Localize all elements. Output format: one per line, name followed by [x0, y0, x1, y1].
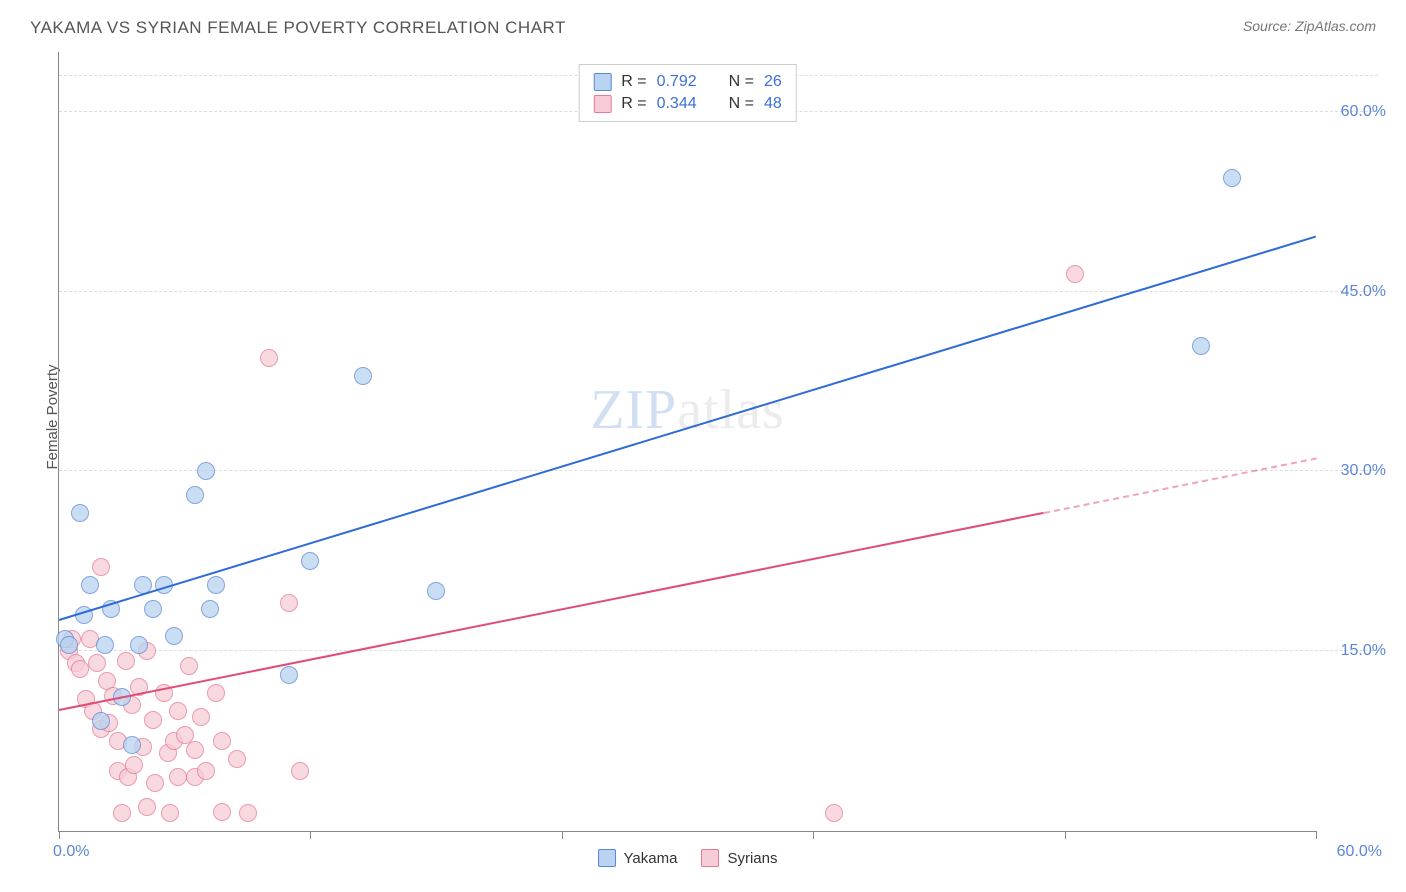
stats-row-yakama: R = 0.792 N = 26	[593, 71, 782, 93]
data-point-syrians	[213, 732, 231, 750]
y-tick-label: 30.0%	[1341, 462, 1386, 480]
data-point-syrians	[125, 756, 143, 774]
data-point-syrians	[213, 803, 231, 821]
watermark: ZIPatlas	[590, 378, 785, 442]
data-point-yakama	[60, 636, 78, 654]
data-point-yakama	[354, 367, 372, 385]
data-point-yakama	[81, 576, 99, 594]
gridline	[59, 650, 1378, 651]
x-tick	[1316, 831, 1317, 839]
data-point-syrians	[88, 654, 106, 672]
data-point-syrians	[228, 750, 246, 768]
x-tick	[59, 831, 60, 839]
data-point-yakama	[92, 712, 110, 730]
stats-row-syrians: R = 0.344 N = 48	[593, 93, 782, 115]
data-point-syrians	[169, 768, 187, 786]
data-point-yakama	[280, 666, 298, 684]
gridline	[59, 470, 1378, 471]
y-tick-label: 15.0%	[1341, 642, 1386, 660]
x-tick-label: 60.0%	[1337, 843, 1382, 861]
data-point-yakama	[301, 552, 319, 570]
data-point-syrians	[291, 762, 309, 780]
legend: Yakama Syrians	[598, 849, 778, 867]
data-point-syrians	[117, 652, 135, 670]
data-point-yakama	[96, 636, 114, 654]
data-point-yakama	[186, 486, 204, 504]
swatch-syrians-legend	[701, 849, 719, 867]
x-tick	[562, 831, 563, 839]
plot-area: ZIPatlas R = 0.792 N = 26 R = 0.344 N = …	[58, 52, 1316, 832]
x-tick-label: 0.0%	[53, 843, 89, 861]
legend-item-yakama: Yakama	[598, 849, 678, 867]
data-point-syrians	[71, 660, 89, 678]
data-point-syrians	[146, 774, 164, 792]
swatch-yakama	[593, 73, 611, 91]
data-point-syrians	[192, 708, 210, 726]
data-point-syrians	[186, 741, 204, 759]
data-point-syrians	[169, 702, 187, 720]
data-point-syrians	[825, 804, 843, 822]
correlation-stats-box: R = 0.792 N = 26 R = 0.344 N = 48	[578, 64, 797, 122]
data-point-syrians	[144, 711, 162, 729]
y-tick-label: 45.0%	[1341, 283, 1386, 301]
data-point-syrians	[113, 804, 131, 822]
data-point-syrians	[207, 684, 225, 702]
y-tick-label: 60.0%	[1341, 103, 1386, 121]
trendline-syrians-dashed	[1043, 458, 1316, 514]
x-tick	[813, 831, 814, 839]
data-point-syrians	[280, 594, 298, 612]
data-point-syrians	[239, 804, 257, 822]
swatch-syrians	[593, 95, 611, 113]
legend-item-syrians: Syrians	[701, 849, 777, 867]
data-point-syrians	[161, 804, 179, 822]
data-point-yakama	[207, 576, 225, 594]
data-point-syrians	[1066, 265, 1084, 283]
chart-container: Female Poverty ZIPatlas R = 0.792 N = 26…	[10, 40, 1396, 882]
trendline-yakama	[59, 236, 1317, 621]
x-tick	[310, 831, 311, 839]
data-point-syrians	[197, 762, 215, 780]
data-point-yakama	[71, 504, 89, 522]
x-tick	[1065, 831, 1066, 839]
data-point-yakama	[197, 462, 215, 480]
data-point-yakama	[427, 582, 445, 600]
swatch-yakama-legend	[598, 849, 616, 867]
chart-title: YAKAMA VS SYRIAN FEMALE POVERTY CORRELAT…	[30, 18, 566, 38]
data-point-syrians	[138, 798, 156, 816]
data-point-syrians	[92, 558, 110, 576]
data-point-yakama	[165, 627, 183, 645]
data-point-yakama	[1223, 169, 1241, 187]
data-point-yakama	[130, 636, 148, 654]
source-attribution: Source: ZipAtlas.com	[1243, 18, 1376, 34]
data-point-yakama	[201, 600, 219, 618]
data-point-yakama	[123, 736, 141, 754]
data-point-syrians	[260, 349, 278, 367]
data-point-yakama	[144, 600, 162, 618]
data-point-yakama	[1192, 337, 1210, 355]
gridline	[59, 291, 1378, 292]
data-point-syrians	[180, 657, 198, 675]
